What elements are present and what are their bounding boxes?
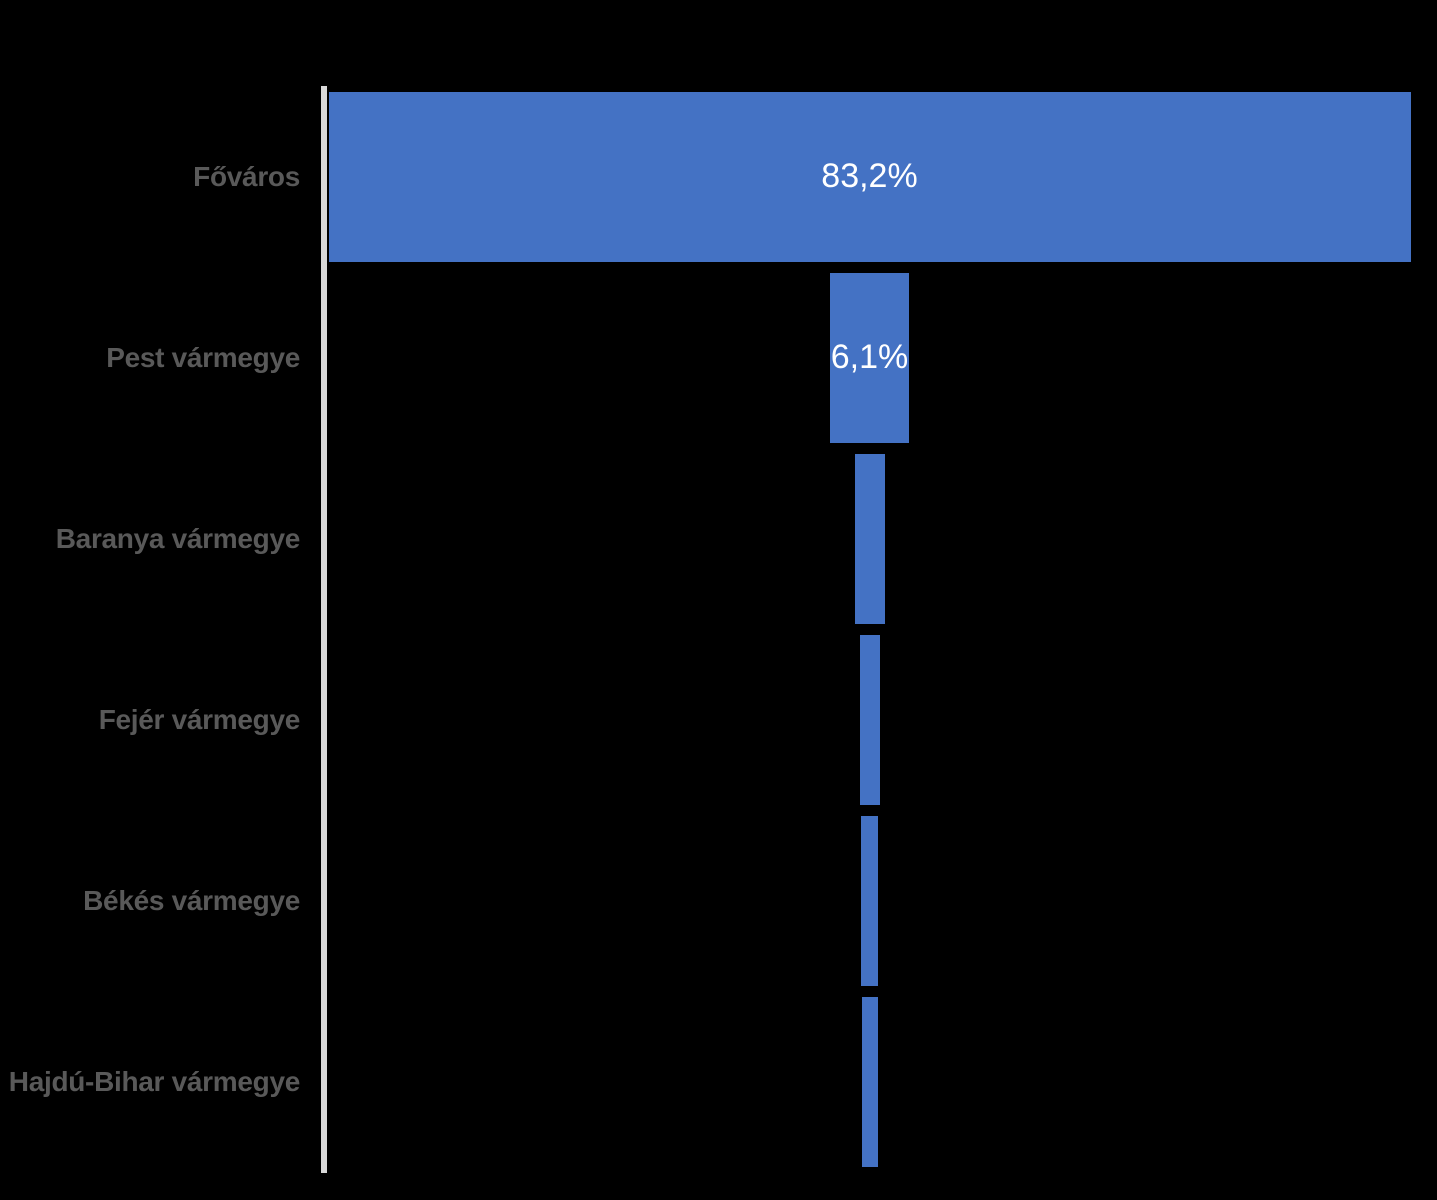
funnel-row: Békés vármegye: [83, 811, 1412, 992]
category-label-pest: Pest vármegye: [106, 341, 300, 373]
funnel-bar[interactable]: [859, 635, 880, 806]
category-label-baranya: Baranya vármegye: [55, 522, 301, 554]
category-label-fejer: Fejér vármegye: [98, 704, 301, 736]
funnel-row: Hajdú-Bihar vármegye: [9, 992, 1412, 1173]
funnel-bar[interactable]: 6,1%: [830, 272, 909, 443]
data-label: 83,2%: [821, 157, 918, 196]
funnel-row: Főváros 83,2%: [193, 86, 1412, 267]
category-axis-line: [321, 86, 327, 1173]
category-label-bekes: Békés vármegye: [83, 885, 300, 917]
funnel-bar[interactable]: [854, 453, 885, 624]
category-label-hajdu-bihar: Hajdú-Bihar vármegye: [8, 1066, 301, 1098]
data-label: 6,1%: [830, 338, 909, 377]
plot-area: Főváros 83,2% Pest vármegye 6,1% Baranya…: [9, 86, 1412, 1173]
funnel-row: Fejér vármegye: [99, 630, 1412, 811]
funnel-row: Baranya vármegye: [56, 448, 1412, 629]
funnel-row: Pest vármegye 6,1%: [106, 267, 1412, 448]
category-label-fovaros: Főváros: [193, 160, 300, 192]
funnel-bar[interactable]: [861, 997, 878, 1168]
funnel-bar[interactable]: 83,2%: [328, 91, 1411, 262]
funnel-bar[interactable]: [861, 816, 878, 987]
